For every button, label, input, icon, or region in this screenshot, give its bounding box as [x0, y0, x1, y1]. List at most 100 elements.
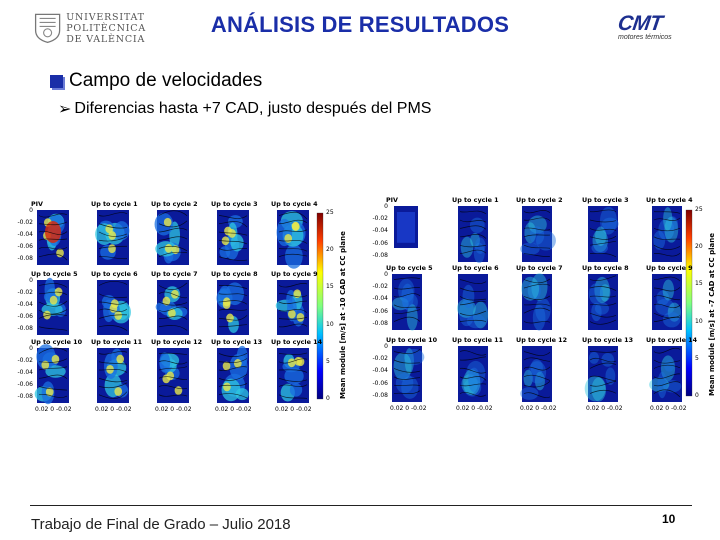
- colorbar-tick-label: 20: [326, 246, 334, 254]
- colorbar-tick-label: 20: [695, 243, 703, 251]
- panel-title: Up to cycle 14: [646, 336, 698, 344]
- colorbar-tick-label: 25: [326, 209, 334, 216]
- y-tick-label: -0.08: [17, 392, 33, 400]
- velocity-field-panel: [34, 344, 69, 405]
- velocity-field-panel: [97, 348, 129, 403]
- y-tick-label: -0.08: [372, 391, 388, 399]
- panel-title: Up to cycle 4: [646, 196, 693, 204]
- panel-title: Up to cycle 10: [31, 338, 83, 346]
- velocity-field-panel: [157, 348, 189, 403]
- x-tick-label: 0.02 0 -0.02: [95, 406, 132, 413]
- page-number: 10: [662, 512, 676, 526]
- velocity-field-panel: [392, 274, 422, 331]
- x-tick-label: 0.02 0 -0.02: [215, 406, 252, 413]
- y-tick-label: 0: [384, 271, 388, 278]
- panel-title: PIV: [386, 196, 399, 204]
- velocity-fields-left: [34, 210, 324, 405]
- y-tick-label: -0.04: [372, 227, 388, 235]
- x-tick-label: 0.02 0 -0.02: [35, 406, 72, 413]
- velocity-field-panel: [394, 206, 418, 248]
- y-tick-label: -0.02: [372, 215, 388, 223]
- upv-logo-line: POLITÈCNICA: [66, 22, 146, 34]
- x-tick-label: 0.02 0 -0.02: [155, 406, 192, 413]
- colorbar-tick-label: 10: [695, 317, 703, 325]
- y-tick-label: -0.08: [372, 319, 388, 327]
- bullet-sub-text: Diferencias hasta +7 CAD, justo después …: [74, 100, 432, 117]
- y-tick-label: -0.02: [17, 218, 33, 226]
- velocity-field-panel: [588, 206, 619, 262]
- panel-title: Up to cycle 6: [91, 270, 138, 278]
- velocity-field-panel: [37, 277, 69, 335]
- y-tick-label: -0.06: [17, 242, 33, 250]
- velocity-field-panel: [652, 206, 682, 262]
- y-tick-label: -0.06: [372, 239, 388, 247]
- velocity-field-panel: [458, 206, 488, 264]
- velocity-field-panel: [276, 210, 309, 269]
- velocity-field-panel: [652, 274, 682, 330]
- panel-title: Up to cycle 12: [516, 336, 568, 344]
- colorbar-label: Mean module [m/s] at -10 CAD at CC plane: [339, 231, 347, 399]
- velocity-field-panel: [95, 210, 130, 265]
- velocity-field-panel: [154, 210, 189, 265]
- velocity-fields-right: [392, 206, 693, 402]
- y-tick-label: -0.04: [17, 368, 33, 376]
- velocity-field-panel: [275, 280, 309, 335]
- footer-text: Trabajo de Final de Grado – Julio 2018: [31, 516, 291, 533]
- colorbar-tick-label: 15: [695, 280, 703, 288]
- y-tick-label: -0.02: [372, 355, 388, 363]
- bullet-sub: ➢ Diferencias hasta +7 CAD, justo despué…: [58, 99, 431, 119]
- y-tick-label: -0.02: [17, 288, 33, 296]
- footer-divider: [30, 505, 692, 506]
- colorbar-tick-label: 5: [326, 357, 330, 365]
- arrow-bullet-icon: ➢: [58, 101, 72, 118]
- panel-title: Up to cycle 5: [386, 264, 433, 272]
- bullet-main: Campo de velocidades: [50, 70, 262, 92]
- panel-title: Up to cycle 1: [91, 200, 138, 208]
- velocity-field-panel: [649, 346, 682, 402]
- colorbar-tick-label: 10: [326, 320, 334, 328]
- velocity-field-panel: [155, 280, 189, 335]
- panel-title: Up to cycle 11: [91, 338, 143, 346]
- velocity-field-panel: [521, 273, 552, 331]
- y-tick-label: 0: [384, 203, 388, 210]
- panel-title: Up to cycle 8: [211, 270, 258, 278]
- panel-title: Up to cycle 2: [516, 196, 563, 204]
- panel-title: Up to cycle 8: [582, 264, 629, 272]
- colorbar: [316, 212, 324, 400]
- panel-title: Up to cycle 10: [386, 336, 438, 344]
- upv-logo-line: DE VALÈNCIA: [66, 33, 146, 45]
- panel-title: Up to cycle 3: [582, 196, 629, 204]
- velocity-field-panel: [216, 280, 249, 335]
- velocity-field-panel: [97, 280, 131, 335]
- velocity-field-panel: [458, 346, 488, 402]
- velocity-field-panel: [37, 210, 69, 265]
- panel-title: Up to cycle 7: [151, 270, 198, 278]
- velocity-field-panel: [217, 345, 249, 403]
- y-tick-label: 0: [29, 277, 33, 284]
- y-tick-label: -0.08: [17, 324, 33, 332]
- y-tick-label: -0.04: [17, 230, 33, 238]
- velocity-field-panel: [520, 346, 552, 402]
- velocity-field-panel: [588, 274, 618, 330]
- x-tick-label: 0.02 0 -0.02: [390, 405, 427, 412]
- panel-title: Up to cycle 5: [31, 270, 78, 278]
- y-tick-label: -0.04: [372, 295, 388, 303]
- y-tick-label: -0.06: [17, 380, 33, 388]
- colorbar-tick-label: 15: [326, 283, 334, 291]
- y-tick-label: -0.04: [372, 367, 388, 375]
- panel-title: Up to cycle 14: [271, 338, 323, 346]
- colorbar-tick-label: 5: [695, 354, 699, 362]
- y-tick-label: -0.08: [372, 251, 388, 259]
- panel-title: Up to cycle 11: [452, 336, 504, 344]
- panel-title: Up to cycle 13: [582, 336, 634, 344]
- panel-title: Up to cycle 13: [211, 338, 263, 346]
- upv-logo-line: UNIVERSITAT: [66, 11, 145, 23]
- colorbar-tick-label: 25: [695, 206, 703, 213]
- y-tick-label: -0.08: [17, 254, 33, 262]
- upv-logo-text: UNIVERSITAT POLITÈCNICA DE VALÈNCIA: [66, 12, 146, 45]
- panel-title: Up to cycle 6: [452, 264, 499, 272]
- velocity-field-panel: [277, 348, 309, 403]
- velocity-field-panel: [520, 206, 556, 262]
- panel-title: PIV: [31, 200, 44, 208]
- panel-title: Up to cycle 3: [211, 200, 258, 208]
